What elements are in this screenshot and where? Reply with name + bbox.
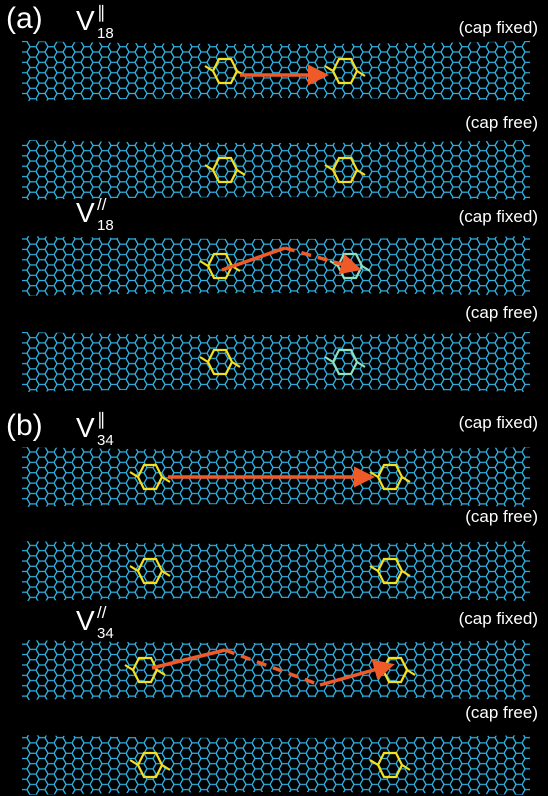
symbol-base: V (76, 412, 95, 443)
symbol-sup: // (97, 603, 107, 622)
symbol-sup: ∥ (97, 3, 106, 22)
nanotube (22, 332, 530, 392)
nanotube (22, 140, 530, 200)
figure: (a)V∥18(cap fixed)(cap free)V//18(cap fi… (0, 0, 548, 796)
nanotube (22, 735, 530, 795)
symbol-base: V (76, 197, 95, 228)
symbol-sup: // (97, 195, 107, 214)
symbol-base: V (76, 5, 95, 36)
nanotube (22, 41, 530, 101)
symbol-sup: ∥ (97, 410, 106, 429)
symbol-sub: 18 (97, 25, 114, 42)
symbol-sub: 34 (97, 432, 114, 449)
caption: (cap fixed) (459, 207, 538, 226)
caption: (cap free) (465, 113, 538, 132)
page: (a)V∥18(cap fixed)(cap free)V//18(cap fi… (0, 0, 548, 796)
nanotube (22, 236, 530, 296)
caption: (cap fixed) (459, 413, 538, 432)
nanotube (22, 541, 530, 601)
caption: (cap fixed) (459, 18, 538, 37)
symbol-sub: 34 (97, 625, 114, 642)
caption: (cap free) (465, 303, 538, 322)
panel-label: (a) (6, 2, 43, 35)
symbol-sub: 18 (97, 217, 114, 234)
symbol-base: V (76, 605, 95, 636)
caption: (cap free) (465, 703, 538, 722)
caption: (cap fixed) (459, 609, 538, 628)
caption: (cap free) (465, 507, 538, 526)
panel-label: (b) (6, 409, 43, 442)
